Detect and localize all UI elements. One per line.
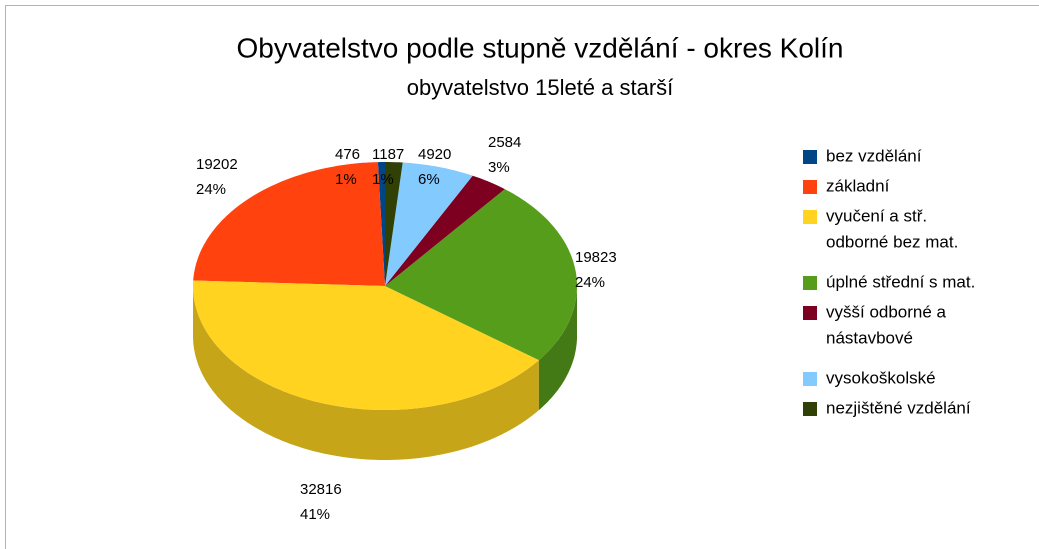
slice-side	[538, 286, 577, 411]
slice	[377, 162, 385, 286]
data-label: 2584	[488, 134, 521, 151]
legend-swatch	[803, 306, 817, 320]
legend-label: nástavbové	[826, 328, 913, 347]
slice	[385, 162, 403, 286]
legend-label: úplné střední s mat.	[826, 272, 975, 291]
percent-label: 6%	[418, 171, 440, 188]
data-label: 476	[335, 146, 360, 163]
slice	[193, 162, 385, 286]
slice	[385, 175, 505, 286]
legend-swatch	[803, 276, 817, 290]
percent-label: 3%	[488, 159, 510, 176]
legend-swatch	[803, 150, 817, 164]
slice-side	[193, 286, 539, 460]
legend-label: vyšší odborné a	[826, 302, 947, 321]
legend-label: bez vzdělání	[826, 146, 922, 165]
data-label: 4920	[418, 146, 451, 163]
legend-swatch	[803, 180, 817, 194]
legend-swatch	[803, 210, 817, 224]
percent-label: 1%	[335, 171, 357, 188]
data-label: 1187	[372, 146, 404, 163]
data-label: 19202	[196, 156, 238, 173]
percent-label: 24%	[196, 181, 226, 198]
legend-swatch	[803, 402, 817, 416]
slice	[193, 280, 539, 410]
slice	[385, 189, 577, 361]
percent-label: 41%	[300, 506, 330, 523]
data-label: 32816	[300, 481, 342, 498]
chart-title: Obyvatelstvo podle stupně vzdělání - okr…	[236, 32, 843, 63]
chart-subtitle: obyvatelstvo 15leté a starší	[407, 75, 674, 100]
legend-label: vyučení a stř.	[826, 206, 927, 225]
legend-label: odborné bez mat.	[826, 232, 958, 251]
legend-label: nezjištěné vzdělání	[826, 398, 971, 417]
slice	[385, 162, 473, 286]
data-label: 19823	[575, 249, 617, 266]
percent-label: 1%	[372, 171, 394, 188]
legend-label: základní	[826, 176, 890, 195]
legend-swatch	[803, 372, 817, 386]
legend-label: vysokoškolské	[826, 368, 936, 387]
percent-label: 24%	[575, 274, 605, 291]
